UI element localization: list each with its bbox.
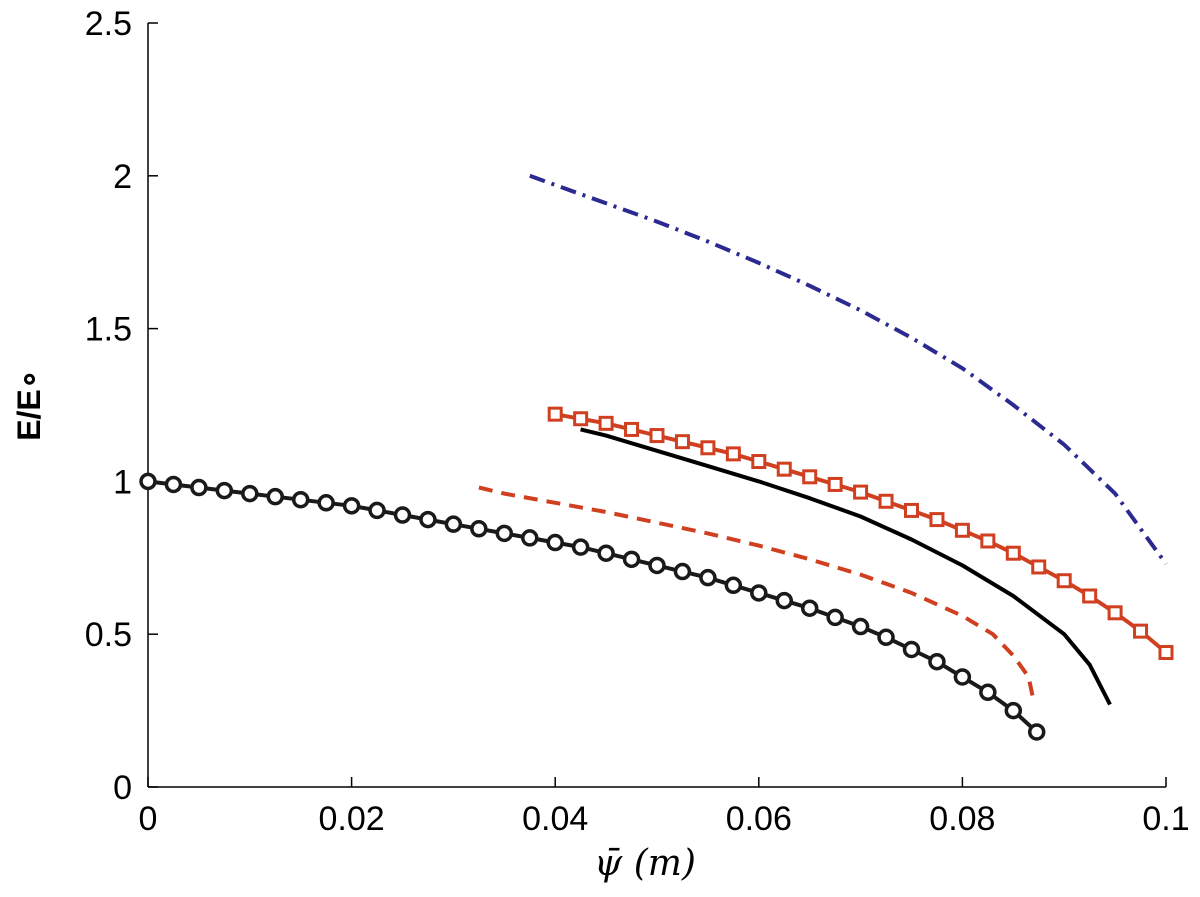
data-point xyxy=(547,406,563,422)
y-tick-label: 0.5 xyxy=(85,616,132,654)
data-point xyxy=(573,411,589,427)
data-point xyxy=(266,487,284,506)
data-point xyxy=(699,568,717,587)
data-point xyxy=(1056,573,1072,589)
data-point xyxy=(470,520,488,538)
data-point xyxy=(800,599,819,617)
x-tick-label: 0 xyxy=(139,800,158,838)
data-point xyxy=(953,668,972,686)
data-point xyxy=(1027,723,1046,741)
data-point xyxy=(853,484,869,500)
data-point xyxy=(1133,623,1149,639)
data-point xyxy=(419,510,437,529)
data-point xyxy=(877,628,895,647)
x-axis-label: ψ̄ (m) xyxy=(594,843,696,884)
data-point xyxy=(546,533,564,552)
data-point xyxy=(342,497,361,515)
x-tick-label: 0.08 xyxy=(929,800,995,838)
data-point xyxy=(1158,645,1174,661)
series-line xyxy=(554,412,1168,655)
y-axis-label: E/E∘ xyxy=(11,369,47,441)
data-point xyxy=(725,446,741,462)
data-point xyxy=(521,529,539,547)
data-point xyxy=(317,494,335,512)
data-point xyxy=(139,472,157,491)
data-point xyxy=(929,512,945,528)
data-point xyxy=(164,475,183,494)
data-point xyxy=(928,652,946,671)
data-point xyxy=(1005,545,1021,561)
series-5 xyxy=(529,173,1168,566)
data-point xyxy=(954,522,970,538)
data-point xyxy=(750,584,768,602)
data-point xyxy=(393,506,412,524)
data-point xyxy=(776,461,792,477)
series-line xyxy=(478,485,1036,702)
data-point xyxy=(1031,559,1047,575)
data-point xyxy=(1107,605,1123,621)
series-line xyxy=(580,427,1112,706)
y-tick-label: 0 xyxy=(113,769,132,807)
y-tick-label: 1.5 xyxy=(85,311,132,349)
data-point xyxy=(1082,588,1098,604)
data-point xyxy=(751,454,767,470)
data-point xyxy=(980,533,996,549)
data-point xyxy=(215,481,234,500)
data-point xyxy=(190,478,208,497)
data-point xyxy=(1004,701,1023,720)
x-tick-label: 0.04 xyxy=(522,800,588,838)
data-point xyxy=(979,683,997,702)
data-point xyxy=(241,484,259,503)
data-point xyxy=(649,428,665,444)
data-point xyxy=(827,476,843,492)
data-point xyxy=(368,501,386,520)
data-point xyxy=(724,576,743,595)
data-point xyxy=(597,544,615,562)
y-tick-label: 2 xyxy=(113,158,132,196)
data-point xyxy=(878,493,894,509)
data-point xyxy=(622,550,641,569)
x-tick-label: 0.1 xyxy=(1142,800,1189,838)
data-point xyxy=(851,617,870,636)
x-tick-label: 0.02 xyxy=(319,800,385,838)
y-tick-label: 1 xyxy=(113,463,132,501)
data-point xyxy=(444,515,463,533)
data-point xyxy=(802,469,818,485)
data-point xyxy=(624,421,640,437)
axis-labels: E/E∘ ψ̄ (m) xyxy=(11,369,696,884)
data-point xyxy=(775,591,793,610)
series-2 xyxy=(478,485,1036,702)
series-line xyxy=(529,173,1168,566)
data-point xyxy=(291,490,310,509)
data-point xyxy=(673,562,692,581)
data-point xyxy=(826,608,844,627)
data-point xyxy=(571,538,590,556)
data-point xyxy=(674,434,690,450)
data-point xyxy=(700,440,716,456)
series-layer xyxy=(139,173,1174,741)
y-tick-label: 2.5 xyxy=(85,5,132,43)
data-point xyxy=(495,524,514,543)
series-line xyxy=(147,479,1039,734)
series-4 xyxy=(547,406,1174,661)
axes: 0 0.02 0.04 0.06 0.08 0.1 0 0.5 1 1.5 2 2.5 xyxy=(85,5,1190,838)
series-3 xyxy=(580,427,1112,706)
series-1 xyxy=(139,472,1046,741)
x-tick-label: 0.06 xyxy=(726,800,792,838)
data-point xyxy=(648,556,666,575)
data-point xyxy=(598,415,614,431)
data-point xyxy=(902,640,921,659)
data-point xyxy=(904,502,919,518)
